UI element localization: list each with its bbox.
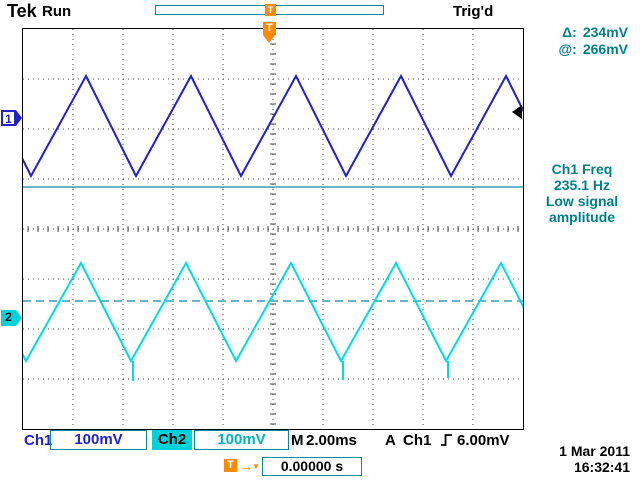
ch2-trace: [23, 260, 523, 364]
ch1-label: Ch1: [24, 432, 53, 449]
ch2-ground-marker: 2: [1, 310, 22, 326]
trigger-mode-label: A: [385, 432, 396, 449]
trigger-position-arrow-icon: [263, 35, 275, 43]
graticule-svg: [23, 29, 523, 429]
delta-value: 234mV: [582, 24, 628, 40]
frequency-readout: Ch1 Freq 235.1 Hz Low signal amplitude: [528, 161, 636, 225]
status-bar: Ch1 100mV Ch2 100mV M 2.00ms A Ch1 6.00m…: [0, 430, 640, 452]
ch1-ground-marker: 1: [1, 110, 22, 126]
at-readout: @: 266mV: [518, 41, 628, 58]
trigger-delay-icon: T: [224, 459, 237, 472]
trigger-position-top-icon: T: [265, 4, 276, 16]
datetime-readout: 1 Mar 2011 16:32:41: [559, 443, 630, 475]
ch1-scale-readout: 100mV: [50, 430, 147, 450]
acquisition-status: Run: [42, 3, 72, 20]
warning-line2: amplitude: [548, 209, 616, 225]
ch1-trace: [23, 73, 523, 179]
timebase-scale-readout: 2.00ms: [306, 432, 357, 449]
date-text: 1 Mar 2011: [559, 443, 630, 459]
graticule: [22, 28, 524, 430]
tek-logo: Tek: [7, 1, 37, 21]
footer-bar: T → ▼ 0.00000 s: [0, 456, 640, 478]
at-label: @:: [558, 41, 577, 57]
at-value: 266mV: [582, 41, 628, 57]
trigger-delay-arrow-icon: →: [239, 458, 253, 474]
cursor-measurement-readout: Δ: 234mV @: 266mV: [518, 24, 628, 58]
freq-value: 235.1 Hz: [553, 177, 611, 193]
delta-label: Δ:: [562, 24, 577, 40]
ch2-label: Ch2: [152, 430, 192, 450]
delta-readout: Δ: 234mV: [518, 24, 628, 41]
trigger-status: Trig'd: [453, 3, 494, 20]
trigger-delay-down-icon: ▼: [252, 462, 260, 471]
trigger-source-label: Ch1: [403, 432, 432, 449]
ch2-ground-marker-arrow-icon: [16, 310, 22, 326]
trigger-position-readout: 0.00000 s: [262, 457, 362, 476]
warning-line1: Low signal: [545, 193, 619, 209]
ch2-scale-readout: 100mV: [194, 430, 289, 450]
ch2-ground-marker-label: 2: [1, 310, 16, 326]
timebase-label: M: [291, 432, 304, 449]
trigger-slope-icon: [441, 434, 452, 446]
record-view-bar: T: [155, 4, 384, 16]
trigger-level-readout: 6.00mV: [457, 432, 510, 449]
trigger-position-icon: T: [263, 22, 276, 35]
time-text: 16:32:41: [573, 459, 630, 475]
ch1-ground-marker-arrow-icon: [16, 110, 22, 126]
freq-title: Ch1 Freq: [551, 161, 613, 177]
ch1-ground-marker-label: 1: [1, 110, 16, 126]
trigger-level-arrow-icon: [512, 105, 522, 119]
